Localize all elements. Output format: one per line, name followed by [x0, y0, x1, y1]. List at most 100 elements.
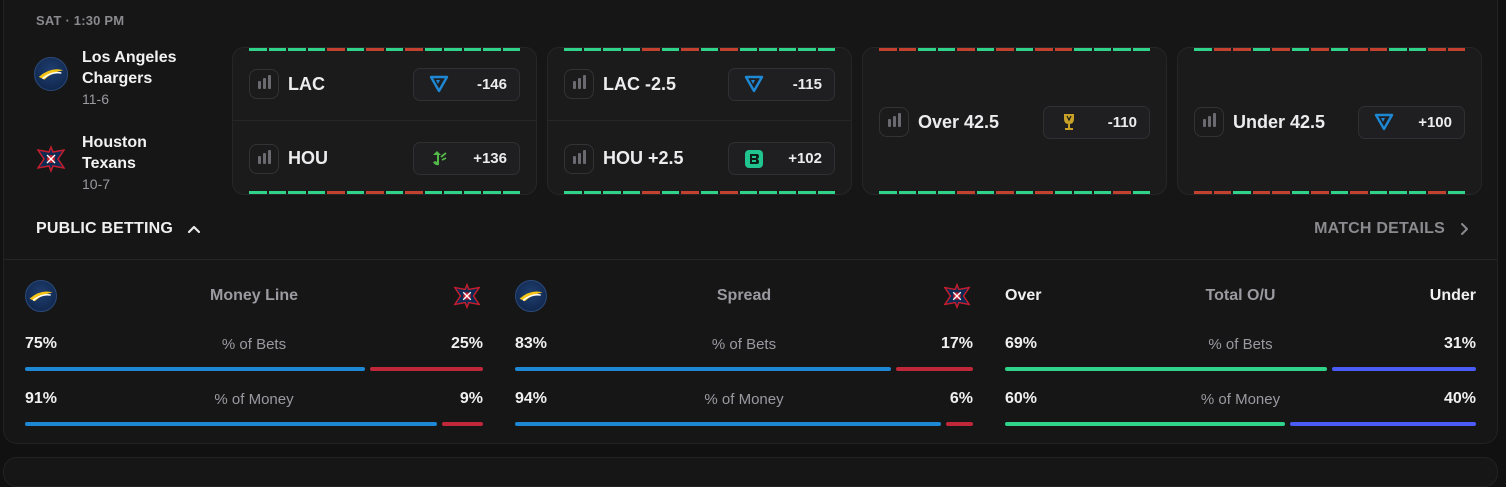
odds-button[interactable]: -146 — [413, 67, 520, 101]
left-percent: 83% — [515, 335, 548, 352]
odds-price: +100 — [1418, 113, 1452, 131]
stripe-segment — [1428, 191, 1446, 194]
left-share-bar — [515, 422, 941, 426]
public-betting-toggle[interactable]: PUBLIC BETTING — [36, 220, 201, 238]
spread-away-row[interactable]: LAC -2.5 -115 — [548, 48, 851, 121]
stripe-segment — [1213, 48, 1231, 51]
chevron-right-icon — [1461, 223, 1468, 235]
stripe-segment — [1428, 48, 1446, 51]
odds-button[interactable]: -110 — [1043, 105, 1150, 139]
bets-row: 69% % of Bets 31% — [1005, 335, 1476, 375]
under-row[interactable]: Under 42.5 +100 — [1178, 48, 1481, 194]
spread-home-row[interactable]: HOU +2.5 +102 — [548, 122, 851, 194]
home-team[interactable]: Houston Texans 10-7 — [34, 132, 202, 192]
stripe-segment — [622, 191, 640, 194]
stripe-segment — [444, 48, 462, 51]
stripe-segment — [463, 48, 481, 51]
stripe-segment — [346, 191, 364, 194]
chart-bars-icon[interactable] — [564, 143, 594, 174]
stripe-segment — [583, 191, 601, 194]
chart-bars-icon[interactable] — [249, 69, 279, 99]
stripe-segment — [1054, 191, 1072, 194]
left-share-bar — [515, 367, 891, 371]
market-label: LAC -2.5 — [603, 73, 677, 94]
stripe-segment — [1113, 191, 1131, 194]
left-percent: 69% — [1005, 335, 1038, 352]
stripe-segment — [1311, 191, 1329, 194]
stripe-segment — [996, 191, 1014, 194]
stripe-segment — [778, 48, 796, 51]
stripe-segment — [642, 191, 660, 194]
chart-bars-icon[interactable] — [564, 69, 594, 99]
spread-stats: Spread 83% % of Bets 17% 94% % of Money … — [515, 278, 973, 433]
stripe-segment — [583, 48, 601, 51]
right-percent: 9% — [459, 390, 483, 407]
fanduel-icon — [743, 73, 765, 95]
moneyline-away-row[interactable]: LAC -146 — [233, 48, 536, 121]
right-percent: 31% — [1443, 335, 1476, 352]
odds-price: +136 — [473, 150, 507, 167]
over-row[interactable]: Over 42.5 -110 — [863, 48, 1166, 194]
over-heading: Over — [1005, 287, 1042, 304]
chart-bars-icon[interactable] — [879, 107, 909, 137]
stripe-segment — [346, 48, 364, 51]
stripe-segment — [720, 48, 738, 51]
stripe-segment — [1408, 48, 1426, 51]
right-percent: 25% — [450, 335, 483, 352]
chart-bars-icon[interactable] — [249, 143, 279, 174]
stripe-segment — [1252, 191, 1270, 194]
odds-price: -115 — [792, 75, 822, 93]
split-bar — [1005, 367, 1476, 371]
stripe-segment — [1350, 48, 1368, 51]
right-share-bar — [442, 422, 483, 426]
market-label: Under 42.5 — [1233, 111, 1326, 132]
split-bar — [25, 367, 483, 371]
stripe-segment — [1272, 191, 1290, 194]
away-team[interactable]: Los Angeles Chargers 11-6 — [34, 47, 202, 107]
left-share-bar — [1005, 367, 1327, 371]
chart-bars-icon[interactable] — [1194, 107, 1224, 137]
stripe-segment — [366, 191, 384, 194]
left-share-bar — [25, 422, 438, 426]
next-game-card[interactable] — [3, 457, 1498, 487]
stripe-segment — [366, 48, 384, 51]
stripe-segment — [1113, 48, 1131, 51]
total-ou-stats: Over Total O/U Under 69% % of Bets 31% 6… — [1005, 278, 1476, 433]
odds-price: -110 — [1107, 113, 1137, 131]
home-team-name: Houston Texans — [82, 134, 147, 172]
match-details-link[interactable]: MATCH DETAILS — [1314, 220, 1469, 238]
stripe-segment — [1350, 191, 1368, 194]
right-share-bar — [895, 367, 973, 371]
stripe-segment — [268, 191, 286, 194]
odds-button[interactable]: +100 — [1358, 105, 1465, 139]
odds-button[interactable]: +136 — [413, 142, 520, 175]
stripe-segment — [307, 48, 325, 51]
stripe-segment — [1093, 48, 1111, 51]
line-movement-stripe — [564, 48, 835, 51]
right-share-bar — [1331, 367, 1476, 371]
stripe-segment — [898, 191, 916, 194]
odds-button[interactable]: +102 — [728, 142, 835, 175]
under-heading: Under — [1429, 287, 1476, 304]
moneyline-home-row[interactable]: HOU +136 — [233, 122, 536, 194]
market-label: HOU — [288, 148, 328, 168]
stripe-segment — [1291, 191, 1309, 194]
stripe-segment — [288, 191, 306, 194]
stripe-segment — [385, 48, 403, 51]
game-card: SAT · 1:30 PM Los Angeles Chargers 11-6 … — [3, 0, 1498, 444]
line-movement-stripe — [1194, 48, 1465, 51]
section-title: Total O/U — [1205, 287, 1276, 304]
stripe-segment — [249, 48, 267, 51]
stripe-segment — [976, 191, 994, 194]
row-label: % of Money — [704, 391, 784, 408]
section-title: Money Line — [209, 287, 298, 304]
stripe-segment — [1369, 48, 1387, 51]
stripe-segment — [1233, 48, 1251, 51]
odds-button[interactable]: -115 — [728, 67, 835, 101]
stripe-segment — [1093, 191, 1111, 194]
left-percent: 94% — [515, 390, 548, 407]
bets-row: 75% % of Bets 25% — [25, 335, 483, 375]
split-bar — [515, 422, 973, 426]
texans-logo-icon — [941, 280, 973, 312]
row-label: % of Money — [1200, 391, 1281, 408]
